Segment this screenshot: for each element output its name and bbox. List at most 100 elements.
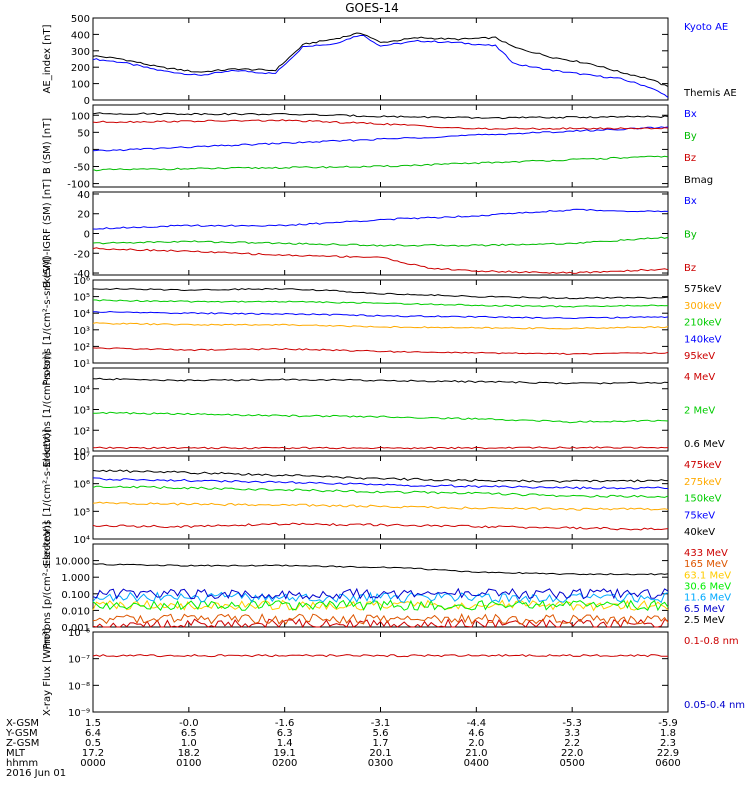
footer-cell: 22.0 [561,748,583,759]
series-line-75kev [92,477,668,490]
footer-row-label: X-GSM [6,718,39,729]
series-line-kyoto-ae [92,34,669,98]
y-tick-label: 1.000 [61,573,90,584]
legend-label: 0.6 MeV [684,439,725,450]
footer-cell: 2.2 [564,738,580,749]
y-tick-label: 10⁻⁹ [68,708,90,719]
y-tick-label: 10⁴ [73,535,90,546]
y-tick-label: -100 [67,180,90,191]
legend-label: 2 MeV [684,406,715,417]
chart-title: GOES-14 [345,1,399,15]
legend-label: 275keV [684,477,722,488]
legend-label: 6.5 MeV [684,604,725,615]
y-tick-label: 10⁻⁸ [68,681,90,692]
footer-cell: 2.3 [660,738,676,749]
y-tick-label: 0 [84,96,90,107]
y-tick-label: 0.100 [61,590,90,601]
y-tick-label: 10³ [73,326,90,337]
footer-cell: 0100 [176,758,201,769]
legend-label: Bmag [684,175,713,186]
series-line-0-6-mev [92,377,669,385]
footer-cell: -5.9 [658,718,678,729]
series-line-4-mev [92,446,669,450]
y-tick-label: 0.001 [61,623,90,634]
y-tick-label: 10⁴ [73,385,90,396]
y-tick-label: 10⁶ [73,276,90,287]
y-tick-label: -50 [74,163,90,174]
panel-frame [92,279,669,364]
y-axis-label: B (SM) [nT] [42,118,53,174]
series-line-275kev [92,501,669,511]
series-line-210kev [92,299,669,308]
y-tick-label: 0.010 [61,606,90,617]
footer-row-label: MLT [6,748,26,759]
legend-label: 2.5 MeV [684,615,725,626]
legend-label: 11.6 MeV [684,593,731,604]
legend-label: 0.1-0.8 nm [684,636,739,647]
legend-label: 210keV [684,318,722,329]
footer-cell: 6.5 [181,728,197,739]
legend-label: 40keV [684,527,715,538]
y-tick-label: 10² [73,342,90,353]
footer-cell: -1.6 [275,718,295,729]
footer-cell: 4.6 [468,728,484,739]
footer-cell: 1.4 [277,738,293,749]
y-tick-label: 0 [84,145,90,156]
series-line-themis-ae [92,32,669,87]
series-line-bz [92,119,669,131]
panel-frame [92,191,669,276]
series-line-by [92,155,669,172]
legend-label: 475keV [684,460,722,471]
footer-cell: 17.2 [82,748,104,759]
y-tick-label: 10² [73,426,90,437]
y-tick-label: 10⁵ [73,293,90,304]
panel-6: 10⁴ 10⁵ 10⁶ 10⁷ Electrons [1/(cm²-s-sr-keV)]… [42,429,722,566]
footer-cell: 0300 [368,758,393,769]
panel-8: 10⁻⁹ 10⁻⁸ 10⁻⁷ 10⁻⁶ X-ray Flux [W/m²] 0.1-0.8… [42,628,745,719]
y-tick-label: 500 [71,14,90,25]
series-line-95kev [92,347,669,355]
footer-cell: 0.5 [85,738,101,749]
footer-cell: 1.0 [181,738,197,749]
panel-4: 10¹ 10² 10³ 10⁴ 10⁵ 10⁶ Protons [1/(cm²-s-sr-k… [42,257,722,385]
panel-5: 10¹ 10² 10³ 10⁴ Electrons [1/(cm²-s-sr)] 4 Me… [42,352,725,468]
legend-label: By [684,131,697,142]
y-tick-label: -40 [74,269,90,280]
series-line-bx [92,208,669,230]
footer-cell: 1.5 [85,718,101,729]
footer-cell: 22.9 [657,748,679,759]
y-tick-label: -20 [74,249,90,260]
y-axis-label: Electrons [1/(cm²-s-sr)] [42,352,53,468]
footer-row-label: Z-GSM [6,738,39,749]
series-line-300kev [92,322,669,330]
panel-frame [92,543,669,628]
y-tick-label: 0 [84,230,90,241]
legend-label: 4 MeV [684,372,715,383]
y-tick-label: 10¹ [73,359,90,370]
series-line-bx [92,126,669,152]
footer-cell: 0400 [464,758,489,769]
footer-cell: 6.3 [277,728,293,739]
series-line-6-5-mev [92,587,669,600]
footer-row-label: hhmm [6,758,38,769]
y-tick-label: 10⁻⁷ [68,655,90,666]
footer-cell: 20.1 [369,748,391,759]
series-line-150kev [92,485,669,498]
footer-cell: -5.3 [562,718,582,729]
series-line-475kev [92,522,669,531]
legend-label: 300keV [684,301,722,312]
y-tick-label: 100 [71,111,90,122]
footer-cell: 21.0 [465,748,487,759]
y-tick-label: 10⁵ [73,507,90,518]
footer-cell: 3.3 [564,728,580,739]
legend-label: Bx [684,109,697,120]
y-tick-label: 50 [77,128,90,139]
y-tick-label: 10⁷ [73,452,90,463]
y-tick-label: 20 [77,210,90,221]
legend-label: 150keV [684,494,722,505]
footer-cell: 1.8 [660,728,676,739]
legend-label: Bz [684,263,696,274]
footer-row-label: Y-GSM [5,728,38,739]
